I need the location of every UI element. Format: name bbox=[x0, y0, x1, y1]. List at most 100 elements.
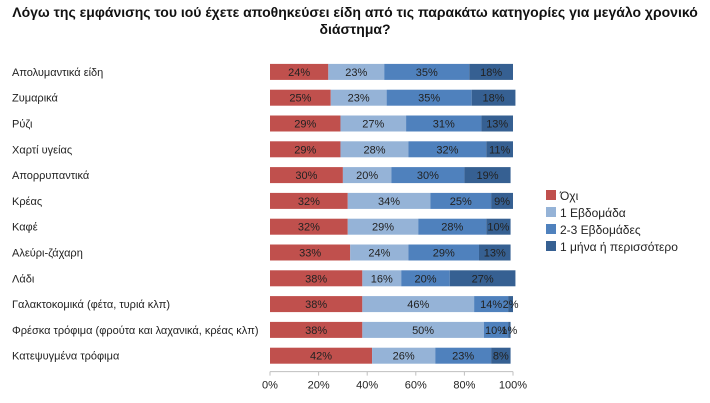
bar-segment bbox=[347, 192, 431, 209]
data-label: 24% bbox=[288, 67, 310, 79]
bar-segment bbox=[270, 63, 329, 80]
data-label: 38% bbox=[305, 273, 327, 285]
bar-segment bbox=[471, 89, 516, 106]
data-label: 27% bbox=[472, 273, 494, 285]
data-label: 13% bbox=[486, 119, 508, 131]
legend-label: 1 Εβδομάδα bbox=[560, 206, 626, 220]
data-label: 24% bbox=[368, 248, 390, 260]
bar-segment bbox=[486, 218, 511, 235]
data-label: 11% bbox=[489, 144, 510, 156]
data-label: 38% bbox=[305, 299, 327, 311]
category-label: Καφέ bbox=[12, 222, 38, 234]
data-label: 33% bbox=[299, 248, 321, 260]
category-label: Κρέας bbox=[12, 196, 42, 208]
bar-segment bbox=[270, 167, 343, 184]
bar-segment bbox=[342, 167, 392, 184]
data-label: 20% bbox=[415, 273, 437, 285]
bar-segment bbox=[270, 296, 363, 313]
x-tick-label: 0% bbox=[262, 380, 278, 392]
bar-segment bbox=[464, 167, 511, 184]
bar-segment bbox=[350, 244, 409, 261]
legend-label: Όχι bbox=[559, 189, 579, 203]
bar-segment bbox=[340, 115, 407, 132]
bar-segment bbox=[362, 270, 402, 287]
data-label: 9% bbox=[494, 196, 510, 208]
category-label: Ζυμαρικά bbox=[12, 93, 58, 105]
bar-segment bbox=[478, 244, 511, 261]
data-label: 31% bbox=[433, 119, 455, 131]
bar-segment bbox=[408, 141, 487, 158]
data-label: 10% bbox=[487, 222, 509, 234]
x-tick-label: 80% bbox=[453, 380, 475, 392]
data-label: 46% bbox=[407, 299, 429, 311]
data-label: 29% bbox=[372, 222, 394, 234]
data-label: 29% bbox=[433, 248, 455, 260]
category-label: Ρύζι bbox=[12, 119, 33, 131]
data-label: 10% bbox=[485, 325, 507, 337]
category-label: Αλεύρι-ζάχαρη bbox=[12, 248, 83, 260]
data-label: 13% bbox=[484, 248, 506, 260]
data-label: 1% bbox=[501, 325, 517, 337]
category-label: Απολυμαντικά είδη bbox=[12, 67, 103, 79]
data-label: 34% bbox=[378, 196, 400, 208]
legend-label: 2-3 Εβδομάδες bbox=[560, 223, 641, 237]
data-label: 35% bbox=[416, 67, 438, 79]
bar-segment bbox=[384, 63, 470, 80]
data-label: 25% bbox=[450, 196, 472, 208]
x-tick-label: 100% bbox=[499, 380, 527, 392]
data-label: 26% bbox=[393, 351, 415, 363]
category-label: Γαλακτοκομικά (φέτα, τυριά κλπ) bbox=[12, 299, 170, 311]
bar-segment bbox=[483, 321, 509, 338]
chart-title: Λόγω της εμφάνισης του ιού έχετε αποθηκε… bbox=[12, 4, 698, 37]
bar-segment bbox=[435, 347, 492, 364]
bar-segment bbox=[270, 270, 363, 287]
bar-segment bbox=[474, 296, 509, 313]
data-label: 30% bbox=[417, 170, 439, 182]
bar-segment bbox=[270, 218, 348, 235]
data-label: 32% bbox=[436, 144, 458, 156]
data-label: 8% bbox=[493, 351, 509, 363]
bar-segment bbox=[430, 192, 492, 209]
data-label: 27% bbox=[362, 119, 384, 131]
bar-segment bbox=[270, 347, 373, 364]
bar-segment bbox=[486, 141, 513, 158]
data-label: 28% bbox=[441, 222, 463, 234]
bar-segment bbox=[328, 63, 385, 80]
bar-segment bbox=[270, 192, 348, 209]
bar-segment bbox=[508, 321, 511, 338]
bar-segment bbox=[347, 218, 419, 235]
data-label: 42% bbox=[310, 351, 332, 363]
data-label: 50% bbox=[412, 325, 434, 337]
bar-segment bbox=[391, 167, 465, 184]
legend-swatch bbox=[546, 207, 556, 217]
bar-segment bbox=[408, 244, 479, 261]
category-label: Λάδι bbox=[12, 273, 35, 285]
bar-segment bbox=[270, 244, 351, 261]
bar-segment bbox=[418, 218, 487, 235]
bar-segment bbox=[469, 63, 513, 80]
legend-label: 1 μήνα ή περισσότερο bbox=[560, 240, 678, 254]
data-label: 32% bbox=[298, 222, 320, 234]
bar-segment bbox=[340, 141, 409, 158]
bar-segment bbox=[362, 296, 475, 313]
data-label: 23% bbox=[348, 93, 370, 105]
bar-segment bbox=[362, 321, 484, 338]
bar-segment bbox=[270, 321, 363, 338]
data-label: 18% bbox=[480, 67, 502, 79]
x-tick-label: 20% bbox=[308, 380, 330, 392]
legend-swatch bbox=[546, 241, 556, 251]
data-label: 14% bbox=[480, 299, 502, 311]
category-label: Φρέσκα τρόφιμα (φρούτα και λαχανικά, κρέ… bbox=[12, 325, 259, 337]
data-label: 38% bbox=[305, 325, 327, 337]
x-tick-label: 40% bbox=[356, 380, 378, 392]
data-label: 32% bbox=[298, 196, 320, 208]
data-label: 18% bbox=[483, 93, 505, 105]
category-label: Χαρτί υγείας bbox=[12, 144, 72, 156]
bar-segment bbox=[481, 115, 513, 132]
data-label: 20% bbox=[356, 170, 378, 182]
category-label: Κατεψυγμένα τρόφιμα bbox=[12, 351, 120, 363]
data-label: 35% bbox=[418, 93, 440, 105]
data-label: 25% bbox=[289, 93, 311, 105]
legend-swatch bbox=[546, 224, 556, 234]
